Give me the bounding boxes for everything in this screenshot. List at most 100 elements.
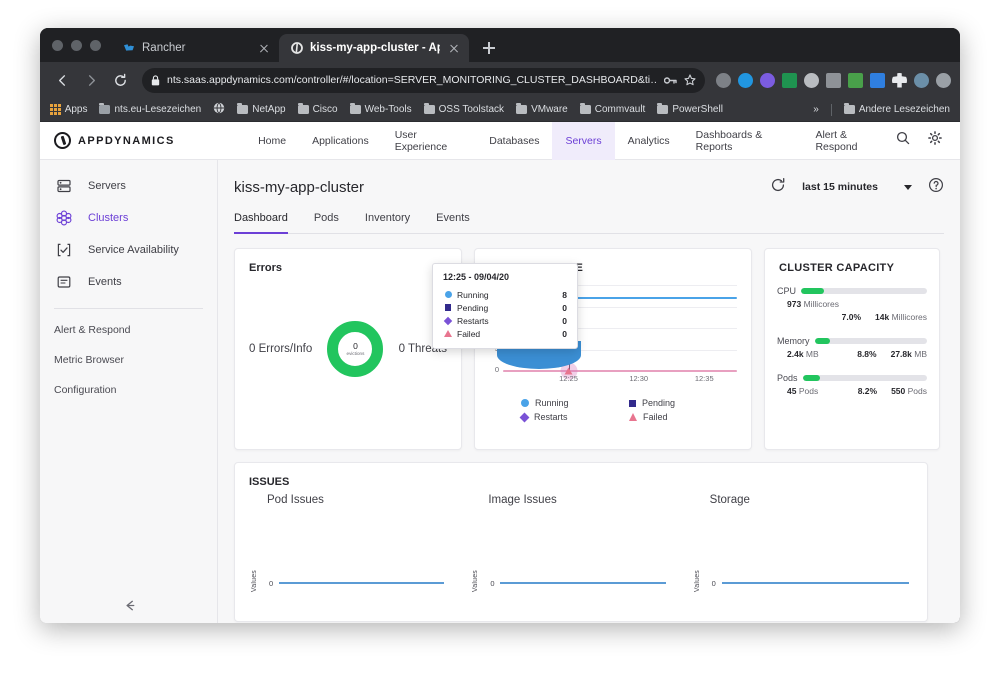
bookmark-globe[interactable] [213, 102, 225, 117]
top-nav-items: Home Applications User Experience Databa… [245, 122, 896, 160]
reload-icon[interactable] [107, 67, 133, 93]
tab-pods[interactable]: Pods [313, 212, 339, 224]
puzzle-piece-icon[interactable] [892, 72, 907, 88]
tab-inventory[interactable]: Inventory [364, 212, 411, 224]
extension-off-toggle-icon[interactable] [870, 72, 885, 88]
legend-label: Pending [642, 398, 676, 408]
legend-item-pending[interactable]: Pending [629, 398, 715, 408]
sidebar-item-clusters[interactable]: Clusters [40, 202, 217, 234]
browser-window: Rancher kiss-my-app-cluster - AppDyn [40, 28, 960, 623]
issue-column-title: Storage [709, 494, 750, 506]
refresh-icon[interactable] [770, 177, 786, 198]
browser-tab-appdynamics[interactable]: kiss-my-app-cluster - AppDyn [279, 34, 469, 62]
browser-tab-strip: Rancher kiss-my-app-cluster - AppDyn [40, 28, 960, 62]
sidebar-item-servers[interactable]: Servers [40, 170, 217, 202]
close-tab-button[interactable] [447, 41, 461, 55]
legend-item-running[interactable]: Running [521, 398, 607, 408]
image-issues-chart[interactable]: Values 0 [470, 510, 691, 610]
capacity-used: 973 Millicores [787, 299, 839, 309]
other-bookmarks-folder[interactable]: Andere Lesezeichen [843, 102, 950, 115]
chrome-menu-icon[interactable] [936, 72, 951, 88]
brand-label: APPDYNAMICS [78, 134, 175, 147]
failed-swatch-icon [629, 413, 637, 421]
capacity-card-title: CLUSTER CAPACITY [779, 262, 895, 274]
page-header-actions: last 15 minutes [770, 177, 944, 198]
capacity-percent: 8.2% [857, 386, 878, 396]
nav-item-analytics[interactable]: Analytics [627, 134, 670, 147]
pod-issues-chart[interactable]: Values 0 [249, 510, 470, 610]
capacity-name: Memory [777, 336, 810, 346]
nav-item-databases[interactable]: Databases [489, 134, 540, 147]
tab-events[interactable]: Events [436, 212, 470, 224]
tab-dashboard[interactable]: Dashboard [234, 212, 302, 234]
pods-chart-legend: Running Pending Restarts [475, 392, 751, 422]
bookmark-netapp[interactable]: NetApp [237, 102, 286, 115]
profile-avatar-icon[interactable] [914, 72, 929, 88]
legend-item-restarts[interactable]: Restarts [519, 412, 607, 422]
chevron-down-icon [904, 184, 912, 190]
capacity-used-unit: MB [805, 349, 819, 359]
bookmark-oss-toolstack[interactable]: OSS Toolstack [423, 102, 504, 115]
bookmark-powershell[interactable]: PowerShell [657, 102, 723, 115]
search-icon[interactable] [896, 131, 910, 150]
bookmark-web-tools[interactable]: Web-Tools [349, 102, 412, 115]
appdynamics-brand[interactable]: APPDYNAMICS [54, 132, 245, 149]
chart-hover-tooltip: 12:25 - 09/04/20 Running 8 Pending 0 Res… [432, 263, 578, 349]
bookmarks-overflow-button[interactable]: » [813, 104, 819, 115]
new-tab-button[interactable] [475, 34, 503, 62]
time-range-selector[interactable]: last 15 minutes [802, 181, 912, 193]
help-icon[interactable] [928, 177, 944, 198]
extension-green-sheet-icon[interactable] [782, 72, 797, 88]
back-arrow-icon[interactable] [49, 67, 75, 93]
maximize-window-button[interactable] [90, 39, 101, 51]
extension-blue-chat-icon[interactable] [738, 72, 753, 88]
bookmark-commvault[interactable]: Commvault [579, 102, 645, 115]
extension-clock-icon[interactable] [804, 72, 819, 88]
nav-item-home[interactable]: Home [258, 134, 287, 147]
sidebar-collapse-button[interactable] [40, 598, 218, 613]
close-tab-button[interactable] [257, 41, 271, 55]
bookmark-label: PowerShell [672, 104, 723, 115]
sidebar-item-configuration[interactable]: Configuration [54, 384, 117, 396]
extension-badge-0-icon[interactable] [848, 72, 863, 88]
bookmarks-separator [830, 103, 832, 116]
pending-swatch-icon [629, 399, 636, 407]
bookmark-label: Web-Tools [364, 104, 412, 115]
sidebar-item-events[interactable]: Events [40, 266, 217, 298]
storage-chart[interactable]: Values 0 [692, 510, 913, 610]
folder-icon [516, 102, 528, 114]
nav-item-user-experience[interactable]: User Experience [394, 128, 448, 153]
capacity-used-value: 2.4k [787, 349, 804, 359]
capacity-row-cpu: CPU 973 Millicores 7.0% 14k Millicores [777, 286, 927, 322]
sidebar-item-alert-respond[interactable]: Alert & Respond [54, 324, 131, 336]
folder-icon [579, 102, 591, 114]
nav-item-servers[interactable]: Servers [552, 122, 615, 160]
sidebar-item-metric-browser[interactable]: Metric Browser [54, 354, 125, 366]
minimize-window-button[interactable] [71, 39, 82, 51]
extension-purple-check-icon[interactable] [760, 72, 775, 88]
extension-gray-icon[interactable] [716, 72, 731, 88]
address-bar[interactable]: nts.saas.appdynamics.com/controller/#/lo… [142, 67, 705, 93]
close-window-button[interactable] [52, 39, 63, 51]
legend-label: Running [535, 398, 569, 408]
bookmark-apps[interactable]: Apps [50, 104, 87, 115]
extension-j-icon[interactable] [826, 72, 841, 88]
legend-item-failed[interactable]: Failed [629, 412, 715, 422]
key-icon[interactable] [664, 75, 677, 86]
bookmark-cisco[interactable]: Cisco [297, 102, 338, 115]
x-tick: 12:25 [559, 374, 578, 383]
gear-icon[interactable] [928, 131, 942, 150]
browser-tab-rancher[interactable]: Rancher [111, 34, 279, 62]
issue-y-tick: 0 [269, 579, 274, 588]
issue-series-line [500, 582, 666, 584]
nav-item-dashboards-reports[interactable]: Dashboards & Reports [695, 128, 763, 153]
forward-arrow-icon[interactable] [78, 67, 104, 93]
capacity-total-unit: Millicores [891, 312, 927, 322]
nav-item-alert-respond[interactable]: Alert & Respond [815, 128, 858, 153]
bookmark-nts-eu[interactable]: nts.eu-Lesezeichen [99, 102, 201, 115]
nav-item-applications[interactable]: Applications [312, 134, 369, 147]
sidebar-item-service-availability[interactable]: Service Availability [40, 234, 217, 266]
bookmark-vmware[interactable]: VMware [516, 102, 568, 115]
capacity-bar [801, 288, 927, 294]
star-icon[interactable] [684, 74, 696, 86]
